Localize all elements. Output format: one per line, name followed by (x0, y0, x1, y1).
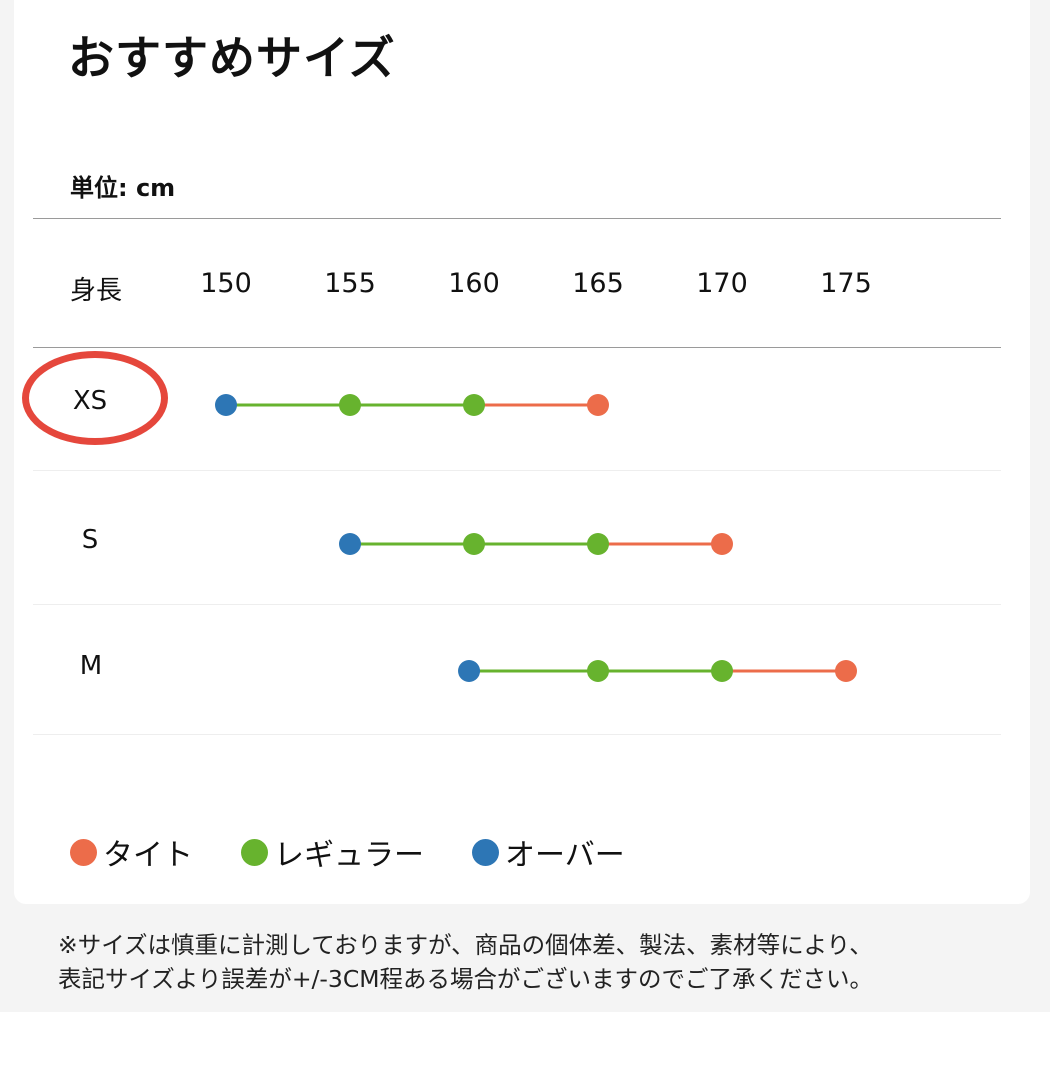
note-line: ※サイズは慎重に計測しておりますが、商品の個体差、製法、素材等により、 (58, 931, 873, 959)
x-axis-label: 身長 (70, 276, 123, 306)
row-divider (33, 604, 1001, 605)
x-tick-label: 165 (572, 268, 624, 299)
size-label-m: M (79, 651, 103, 681)
regular-point-xs (339, 394, 361, 416)
over-point-m (458, 660, 481, 682)
row-divider (33, 470, 1001, 471)
page-title: おすすめサイズ (68, 31, 396, 85)
legend-label: オーバー (505, 838, 625, 873)
note-line: 表記サイズより誤差が+/-3CM程ある場合がございますのでご了承ください。 (58, 965, 874, 993)
x-tick-label: 150 (200, 268, 252, 299)
regular-point-m (587, 660, 609, 682)
unit-label: 単位: cm (70, 174, 176, 202)
tight-point-xs (587, 394, 609, 416)
size-guide-card (14, 0, 1030, 904)
legend-item-regular: レギュラー (241, 830, 424, 874)
legend-label: レギュラー (274, 838, 424, 873)
legend-item-over: オーバー (472, 830, 625, 874)
regular-point-s (587, 533, 609, 555)
x-tick-label: 170 (696, 268, 748, 299)
regular-point-m (711, 660, 733, 682)
x-tick-label: 175 (820, 268, 872, 299)
legend-item-tight: タイト (70, 830, 193, 874)
legend-dot-tight (70, 838, 97, 866)
regular-point-s (463, 533, 485, 555)
size-label-s: S (81, 525, 99, 555)
header-divider-top (33, 218, 1001, 219)
tight-point-m (835, 660, 857, 682)
legend: タイト レギュラー オーバー (70, 830, 673, 874)
header-divider-bottom (33, 347, 1001, 348)
tight-point-s (711, 533, 733, 555)
highlight-circle (22, 351, 168, 445)
legend-dot-regular (241, 838, 268, 866)
x-tick-label: 155 (324, 268, 376, 299)
over-point-s (339, 533, 361, 555)
over-point-xs (215, 394, 237, 416)
x-tick-label: 160 (448, 268, 500, 299)
row-divider (33, 734, 1001, 735)
legend-dot-over (472, 838, 499, 866)
legend-label: タイト (103, 838, 193, 873)
disclaimer-note: ※サイズは慎重に計測しておりますが、商品の個体差、製法、素材等により、 表記サイ… (58, 928, 1018, 996)
regular-point-xs (463, 394, 485, 416)
